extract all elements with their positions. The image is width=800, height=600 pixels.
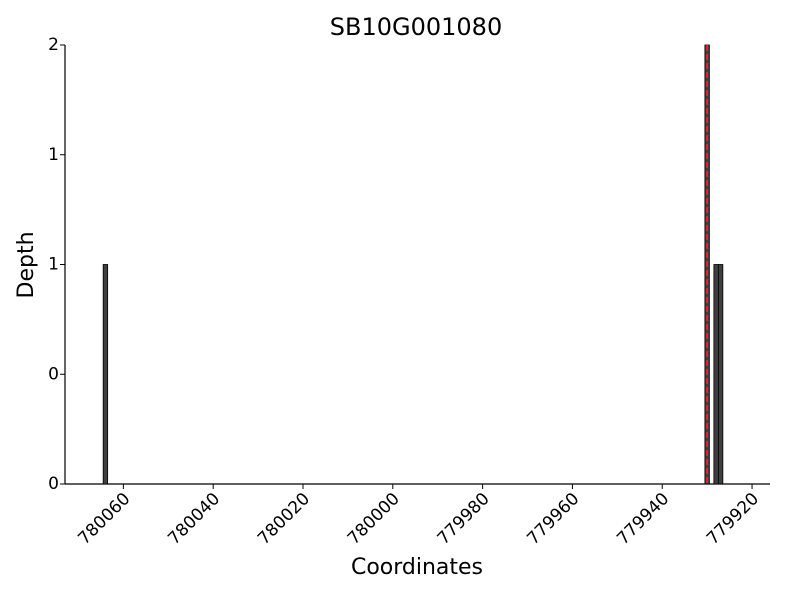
y-tick-label: 0 xyxy=(48,474,59,494)
x-tick-label: 780060 xyxy=(74,489,134,549)
y-tick-label: 1 xyxy=(48,255,59,275)
bar xyxy=(717,264,724,485)
x-tick-label: 779940 xyxy=(613,489,673,549)
y-tick-label: 0 xyxy=(48,364,59,384)
y-axis-label: Depth xyxy=(14,231,39,298)
x-tick-label: 779980 xyxy=(434,489,494,549)
bar xyxy=(102,264,109,485)
x-tick-label: 780000 xyxy=(344,489,404,549)
x-tick-label: 779960 xyxy=(523,489,583,549)
x-axis-label: Coordinates xyxy=(351,555,483,580)
y-tick-label: 1 xyxy=(48,145,59,165)
x-tick-label: 780020 xyxy=(254,489,314,549)
x-tick-label: 780040 xyxy=(164,489,224,549)
chart-title: SB10G001080 xyxy=(330,13,502,41)
bar xyxy=(713,264,719,485)
y-tick-label: 2 xyxy=(48,35,59,55)
x-tick-label: 779920 xyxy=(703,489,763,549)
